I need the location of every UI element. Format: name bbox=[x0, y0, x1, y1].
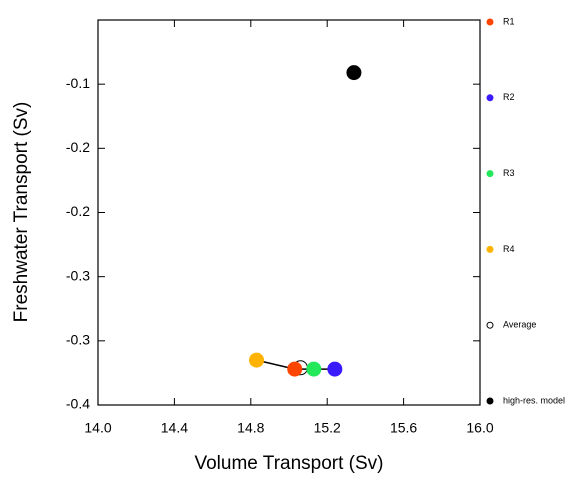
legend-label: Average bbox=[503, 320, 536, 330]
y-axis-title: Freshwater Transport (Sv) bbox=[11, 102, 32, 323]
legend-marker bbox=[486, 170, 494, 178]
x-tick-label: 16.0 bbox=[466, 420, 493, 436]
point bbox=[327, 361, 343, 377]
legend-label: R3 bbox=[503, 168, 515, 178]
x-tick-label: 15.2 bbox=[314, 420, 341, 436]
point bbox=[287, 361, 303, 377]
x-tick-label: 14.4 bbox=[161, 420, 188, 436]
y-tick-label: -0.1 bbox=[66, 75, 90, 91]
legend-label: R2 bbox=[503, 92, 515, 102]
y-tick-label: -0.3 bbox=[66, 267, 90, 283]
legend-marker bbox=[486, 94, 494, 102]
x-tick-label: 14.0 bbox=[84, 420, 111, 436]
x-axis-title: Volume Transport (Sv) bbox=[194, 453, 383, 474]
x-tick-label: 15.6 bbox=[390, 420, 417, 436]
legend-label: high-res. model bbox=[503, 395, 565, 405]
legend-label: R4 bbox=[503, 244, 515, 254]
plot-frame bbox=[97, 19, 481, 406]
y-tick-label: -0.4 bbox=[66, 396, 90, 412]
x-tick-label: 14.8 bbox=[237, 420, 264, 436]
legend-marker bbox=[486, 245, 494, 253]
y-tick-label: -0.2 bbox=[66, 203, 90, 219]
legend-label: R1 bbox=[503, 16, 515, 26]
point bbox=[346, 65, 362, 81]
y-tick-label: -0.3 bbox=[66, 332, 90, 348]
legend-marker bbox=[486, 397, 494, 405]
legend-marker bbox=[486, 18, 494, 26]
point bbox=[249, 352, 265, 368]
y-tick-label: -0.2 bbox=[66, 139, 90, 155]
legend-marker bbox=[486, 321, 494, 329]
member-line bbox=[256, 359, 335, 370]
point bbox=[306, 361, 322, 377]
